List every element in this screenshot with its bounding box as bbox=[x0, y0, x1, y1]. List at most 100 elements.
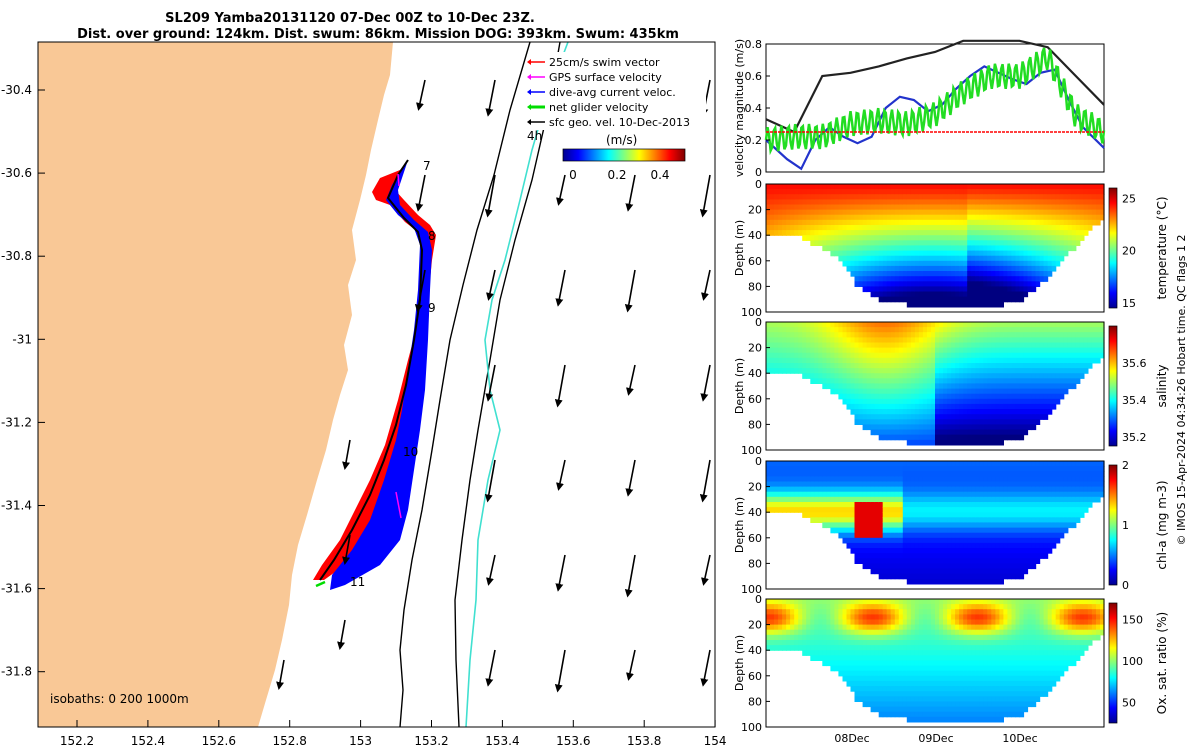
heatmap-cell bbox=[790, 599, 795, 605]
heatmap-cell bbox=[810, 640, 815, 646]
heatmap-cell bbox=[987, 502, 992, 508]
heatmap-cell bbox=[963, 209, 968, 216]
heatmap-cell bbox=[786, 619, 791, 626]
heatmap-cell bbox=[1100, 332, 1105, 338]
heatmap-cell bbox=[786, 342, 791, 349]
heatmap-cell bbox=[874, 255, 880, 262]
heatmap-cell bbox=[1019, 512, 1025, 518]
heatmap-cell bbox=[951, 250, 956, 257]
heatmap-cell bbox=[931, 398, 936, 405]
heatmap-cell bbox=[862, 398, 868, 405]
heatmap-cell bbox=[1011, 276, 1017, 282]
heatmap-cell bbox=[890, 281, 896, 287]
heatmap-cell bbox=[858, 512, 864, 518]
heatmap-cell bbox=[786, 327, 791, 333]
heatmap-cell bbox=[1007, 429, 1012, 436]
heatmap-cell bbox=[939, 250, 944, 257]
heatmap-cell bbox=[951, 507, 956, 513]
heatmap-cell bbox=[878, 265, 884, 272]
heatmap-cell bbox=[802, 476, 807, 483]
heatmap-cell bbox=[878, 502, 884, 508]
heatmap-cell bbox=[1011, 199, 1017, 206]
heatmap-cell bbox=[1031, 219, 1037, 226]
heatmap-cell bbox=[914, 337, 920, 344]
heatmap-cell bbox=[1015, 548, 1021, 554]
heatmap-cell bbox=[1031, 352, 1037, 359]
heatmap-cell bbox=[967, 332, 972, 338]
heatmap-cell bbox=[935, 322, 940, 328]
heatmap-cell bbox=[906, 537, 912, 544]
heatmap-cell bbox=[922, 507, 928, 513]
heatmap-colorbar bbox=[1108, 464, 1118, 586]
heatmap-cell bbox=[1055, 199, 1061, 206]
heatmap-cell bbox=[1035, 240, 1041, 246]
heatmap-cell bbox=[842, 486, 848, 493]
heatmap-cell bbox=[1059, 199, 1065, 206]
heatmap-cell bbox=[814, 655, 819, 661]
heatmap-cell bbox=[1023, 337, 1029, 344]
heatmap-cell bbox=[1023, 563, 1029, 570]
heatmap-cell bbox=[967, 189, 972, 195]
heatmap-cell bbox=[995, 199, 1000, 206]
heatmap-cell bbox=[894, 281, 900, 287]
heatmap-cell bbox=[890, 486, 896, 493]
heatmap-y-tick-label: 100 bbox=[741, 444, 762, 457]
heatmap-cell bbox=[955, 409, 960, 415]
heatmap-cell bbox=[906, 481, 912, 488]
heatmap-cell bbox=[1047, 230, 1053, 236]
heatmap-cell bbox=[914, 558, 920, 564]
heatmap-cell bbox=[766, 332, 771, 338]
heatmap-cell bbox=[810, 219, 815, 226]
heatmap-cell bbox=[918, 517, 924, 523]
heatmap-cell bbox=[1035, 512, 1041, 518]
heatmap-cell bbox=[999, 363, 1004, 369]
heatmap-cell bbox=[870, 363, 876, 369]
heatmap-cell bbox=[991, 419, 996, 425]
heatmap-cell bbox=[1087, 337, 1093, 344]
heatmap-cell bbox=[931, 568, 936, 575]
heatmap-cell bbox=[894, 409, 900, 415]
heatmap-cell bbox=[898, 276, 904, 282]
heatmap-cell bbox=[862, 357, 868, 364]
heatmap-cell bbox=[1015, 461, 1021, 467]
heatmap-cell bbox=[822, 204, 827, 211]
heatmap-cell bbox=[1043, 522, 1049, 529]
heatmap-cell bbox=[806, 368, 811, 374]
heatmap-cell bbox=[1031, 502, 1037, 508]
heatmap-cell bbox=[1075, 496, 1081, 503]
heatmap-cell bbox=[1011, 347, 1017, 354]
heatmap-cell bbox=[967, 537, 972, 544]
heatmap-cell bbox=[862, 209, 868, 216]
heatmap-cell bbox=[1047, 383, 1053, 390]
heatmap-cell bbox=[914, 461, 920, 467]
heatmap-cell bbox=[778, 347, 783, 354]
heatmap-cell bbox=[987, 517, 992, 523]
heatmap-cell bbox=[782, 624, 787, 631]
heatmap-cell bbox=[1003, 429, 1008, 436]
heatmap-cell bbox=[955, 507, 960, 513]
heatmap-cell bbox=[1015, 291, 1021, 298]
heatmap-cell bbox=[1015, 260, 1021, 267]
heatmap-cell bbox=[979, 265, 984, 272]
heatmap-cell bbox=[862, 502, 868, 508]
heatmap-cell bbox=[987, 342, 992, 349]
heatmap-cell bbox=[770, 486, 775, 493]
heatmap-cell bbox=[790, 230, 795, 236]
heatmap-cell bbox=[862, 553, 868, 559]
heatmap-cell bbox=[963, 265, 968, 272]
heatmap-cell bbox=[922, 286, 928, 293]
heatmap-cell bbox=[786, 640, 791, 646]
geo-velocity-arrow bbox=[414, 269, 426, 313]
heatmap-cell bbox=[1003, 281, 1008, 287]
heatmap-cell bbox=[1007, 476, 1012, 483]
heatmap-cell bbox=[1039, 189, 1045, 195]
heatmap-cell bbox=[959, 357, 964, 364]
heatmap-cell bbox=[790, 214, 795, 221]
heatmap-cell bbox=[830, 383, 835, 390]
heatmap-cell bbox=[931, 553, 936, 559]
heatmap-cell bbox=[1035, 532, 1041, 539]
heatmap-cell bbox=[814, 609, 819, 615]
heatmap-cell bbox=[1027, 347, 1033, 354]
heatmap-cell bbox=[939, 342, 944, 349]
heatmap-cell bbox=[1011, 378, 1017, 384]
